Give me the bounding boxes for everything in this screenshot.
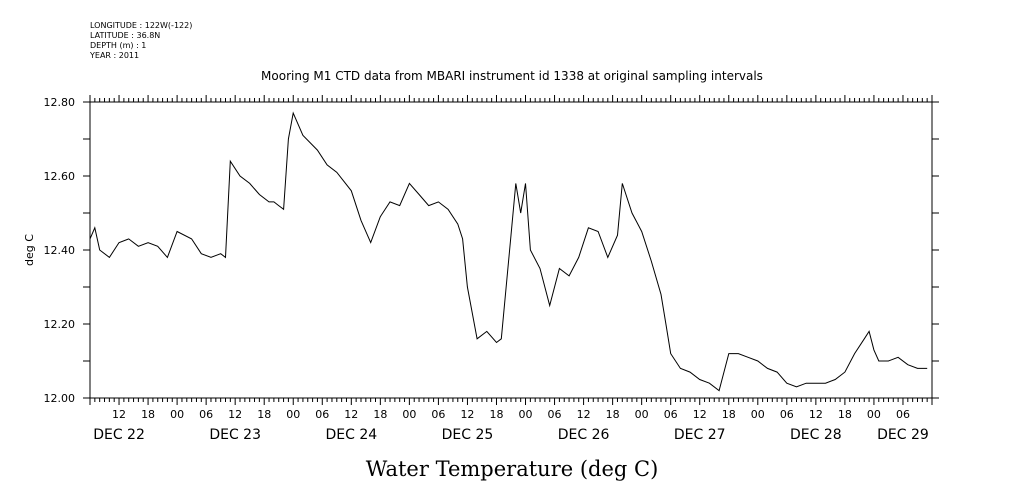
- x-tick-label: 18: [489, 408, 503, 421]
- x-tick-label: 00: [402, 408, 416, 421]
- y-tick-labels: 12.00 12.20 12.40 12.60 12.80: [44, 96, 76, 405]
- date-label: DEC 23: [209, 427, 261, 443]
- y-tick-label: 12.80: [44, 96, 76, 109]
- x-tick-label: 00: [170, 408, 184, 421]
- x-tick-label: 00: [751, 408, 765, 421]
- y-axis-label: deg C: [23, 234, 36, 266]
- water-temperature-line: [89, 111, 928, 392]
- x-tick-label: 06: [548, 408, 562, 421]
- year-text: YEAR : 2011: [90, 51, 140, 60]
- date-label: DEC 24: [325, 427, 377, 443]
- x-tick-label: 18: [141, 408, 155, 421]
- x-tick-label: 00: [519, 408, 533, 421]
- x-tick-label: 12: [577, 408, 591, 421]
- x-axis-label: Water Temperature (deg C): [366, 457, 659, 481]
- x-tick-label: 00: [286, 408, 300, 421]
- date-label: DEC 25: [442, 427, 494, 443]
- y-tick-label: 12.60: [44, 170, 76, 183]
- chart-title: Mooring M1 CTD data from MBARI instrumen…: [261, 69, 763, 83]
- longitude-text: LONGITUDE : 122W(-122): [90, 21, 193, 30]
- plot-frame: [89, 101, 933, 399]
- y-tick-label: 12.40: [44, 244, 76, 257]
- date-label: DEC 28: [790, 427, 842, 443]
- x-tick-label: 18: [257, 408, 271, 421]
- date-label: DEC 29: [877, 427, 929, 443]
- y-tick-label: 12.00: [44, 392, 76, 405]
- x-tick-label: 06: [896, 408, 910, 421]
- x-tick-label: 18: [722, 408, 736, 421]
- x-tick-label: 12: [228, 408, 242, 421]
- x-tick-label: 06: [199, 408, 213, 421]
- x-tick-label: 06: [664, 408, 678, 421]
- depth-text: DEPTH (m) : 1: [90, 41, 147, 50]
- date-label: DEC 27: [674, 427, 726, 443]
- date-label: DEC 26: [558, 427, 610, 443]
- x-tick-label: 06: [780, 408, 794, 421]
- date-labels: DEC 22 DEC 23 DEC 24 DEC 25 DEC 26 DEC 27 DEC …: [93, 427, 929, 443]
- x-tick-label: 18: [606, 408, 620, 421]
- date-label: DEC 22: [93, 427, 145, 443]
- x-tick-label: 06: [431, 408, 445, 421]
- x-tick-label: 12: [112, 408, 126, 421]
- x-tick-label: 12: [693, 408, 707, 421]
- x-tick-label: 18: [373, 408, 387, 421]
- tick-marks: [83, 95, 939, 405]
- metadata-block: LONGITUDE : 122W(-122) LATITUDE : 36.8N …: [90, 21, 192, 61]
- x-tick-label: 00: [635, 408, 649, 421]
- x-tick-labels: 12 18 00 06 12 18 00 06 12 18 00 06 12 18 00 06 12 18 00 06…: [112, 408, 910, 421]
- y-tick-label: 12.20: [44, 318, 76, 331]
- x-tick-label: 00: [867, 408, 881, 421]
- x-tick-label: 12: [344, 408, 358, 421]
- latitude-text: LATITUDE : 36.8N: [90, 31, 161, 40]
- x-tick-label: 12: [809, 408, 823, 421]
- x-tick-label: 12: [460, 408, 474, 421]
- x-tick-label: 18: [838, 408, 852, 421]
- x-tick-label: 06: [315, 408, 329, 421]
